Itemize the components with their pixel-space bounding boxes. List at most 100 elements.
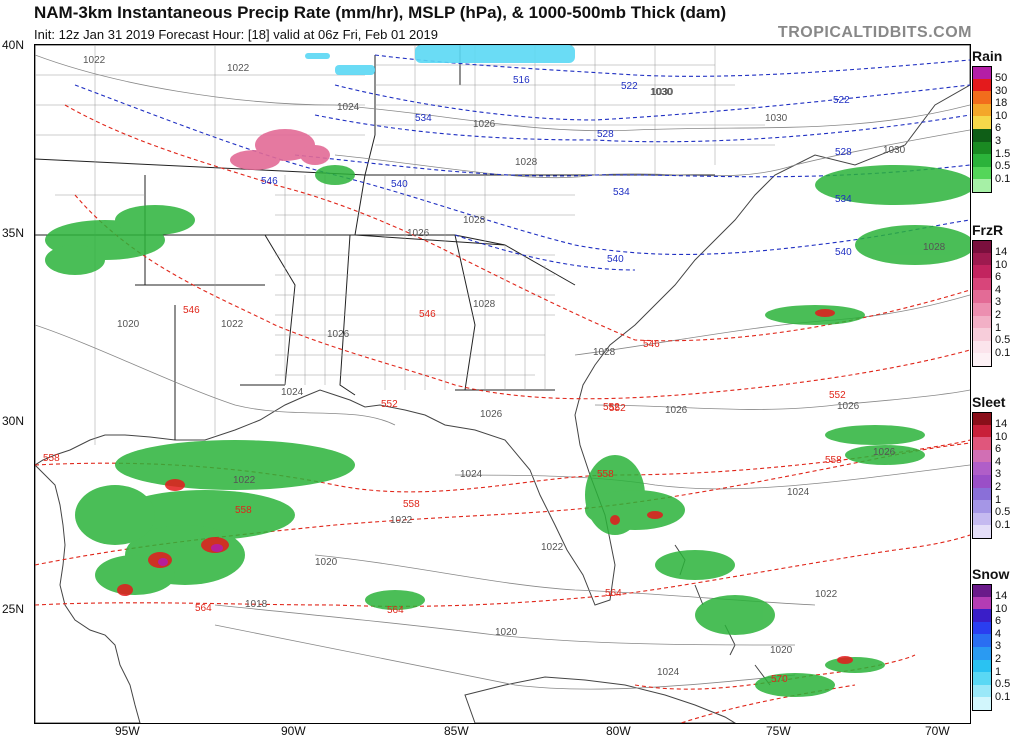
legend-value: 10 (995, 109, 1008, 122)
legend-value: 0.1 (995, 346, 1011, 359)
pressure-label: 1022 (83, 55, 106, 66)
legend-snow: Snow 14 10 6 4 3 2 1 0.5 0.1 (972, 566, 1022, 711)
legend-swatch (972, 584, 992, 598)
legend-swatch (972, 474, 992, 488)
legend-value: 18 (995, 97, 1008, 110)
legend-value: 10 (995, 258, 1008, 271)
legend-swatch (972, 437, 992, 450)
pressure-label: 1020 (495, 627, 518, 638)
map-subtitle: Init: 12z Jan 31 2019 Forecast Hour: [18… (34, 27, 438, 42)
pressure-label: 1020 (117, 319, 140, 330)
land-cuba (464, 676, 736, 723)
thickness-label-red: 558 (597, 469, 614, 480)
thickness-label-blue: 528 (597, 129, 614, 140)
lon-label-95w: 95W (115, 724, 140, 738)
thickness-label-blue: 540 (835, 247, 852, 258)
pressure-label: 1030 (883, 145, 906, 156)
legend-title: Sleet (972, 394, 1006, 410)
pressure-label: 1030 (765, 113, 788, 124)
legend-swatch (972, 315, 992, 329)
map-panel[interactable]: 1022 1022 1024 1026 1028 1030 1030 1030 1030 1028… (34, 44, 971, 724)
legend-title: Rain (972, 48, 1003, 64)
legend-swatch (972, 500, 992, 513)
map-title: NAM-3km Instantaneous Precip Rate (mm/hr… (34, 3, 727, 22)
legend-value: 30 (995, 84, 1008, 97)
legend-swatch (972, 128, 992, 142)
legend-rain: Rain 50 30 18 10 6 3 1.5 0.5 0.1 (972, 48, 1022, 193)
legend-value: 2 (995, 652, 1002, 665)
pressure-label: 1022 (541, 542, 564, 553)
legend-swatch (972, 240, 992, 254)
thickness-label-red: 570 (771, 674, 788, 685)
land-mexico (35, 464, 141, 723)
legend-value: 6 (995, 443, 1002, 456)
pressure-label: 1020 (315, 557, 338, 568)
legend-swatch (972, 412, 992, 426)
pressure-label: 1022 (233, 475, 256, 486)
pressure-label: 1030 (651, 87, 674, 98)
legend-value: 1 (995, 493, 1002, 506)
pressure-label: 1028 (463, 215, 486, 226)
legend-value: 3 (995, 640, 1002, 653)
legend-value: 4 (995, 627, 1002, 640)
legend-swatch (972, 525, 992, 539)
legend-swatch (972, 290, 992, 303)
lon-label-70w: 70W (925, 724, 950, 738)
lon-label-80w: 80W (606, 724, 631, 738)
lat-label-25n: 25N (2, 602, 25, 616)
legend-swatch (972, 462, 992, 475)
legend-value: 6 (995, 122, 1002, 135)
legend-swatch (972, 621, 992, 635)
legend-value: 0.1 (995, 172, 1011, 185)
legend-value: 4 (995, 283, 1002, 296)
thickness-label-blue: 528 (835, 147, 852, 158)
legend-title: FrzR (972, 222, 1004, 238)
legend-value: 1 (995, 665, 1002, 678)
legend-swatch (972, 634, 992, 647)
pressure-label: 1022 (390, 515, 413, 526)
legend-swatch (972, 277, 992, 291)
thickness-label-red: 546 (183, 305, 200, 316)
legend-value: 0.5 (995, 334, 1011, 347)
pressure-labels: 1022102210241026102810301030103010301028… (83, 55, 946, 678)
precip-extreme-rain (158, 544, 223, 566)
legend-swatch (972, 302, 992, 316)
pressure-label: 1026 (873, 447, 896, 458)
pressure-label: 1024 (657, 667, 680, 678)
legend-value: 0.1 (995, 690, 1011, 703)
precip-freezing-rain (230, 129, 330, 170)
thickness-label-red: 552 (603, 402, 620, 413)
legend-swatch (972, 340, 992, 354)
legend-swatch (972, 487, 992, 501)
legend-value: 0.5 (995, 160, 1011, 173)
legend-value: 0.1 (995, 518, 1011, 531)
legend-value: 2 (995, 308, 1002, 321)
lon-label-75w: 75W (766, 724, 791, 738)
thickness-label-red: 552 (609, 403, 626, 414)
pressure-label: 1022 (221, 319, 244, 330)
pressure-label: 1026 (837, 401, 860, 412)
legend-swatch (972, 697, 992, 711)
thickness-label-blue: 546 (261, 176, 278, 187)
legend-swatch (972, 596, 992, 610)
pressure-label: 1024 (787, 487, 810, 498)
pressure-label: 1018 (245, 599, 268, 610)
pressure-label: 1020 (770, 645, 793, 656)
legend-swatch (972, 328, 992, 341)
legend-value: 14 (995, 418, 1008, 430)
legend-sleet: Sleet 14 10 6 4 3 2 1 0.5 0.1 (972, 394, 1022, 539)
legend-value: 3 (995, 468, 1002, 481)
legend-swatch (972, 91, 992, 104)
lat-label-35n: 35N (2, 226, 25, 240)
pressure-label: 1024 (337, 102, 360, 113)
legend-swatch (972, 179, 992, 193)
pressure-label: 1028 (593, 347, 616, 358)
brand-watermark: TROPICALTIDBITS.COM (777, 24, 972, 41)
lon-label-85w: 85W (444, 724, 469, 738)
legend-swatch (972, 424, 992, 438)
legend-swatch (972, 252, 992, 266)
thickness-label-blue: 540 (391, 179, 408, 190)
thickness-label-blue: 516 (513, 75, 530, 86)
pressure-label: 1026 (407, 228, 430, 239)
thickness-label-blue: 534 (835, 194, 852, 205)
